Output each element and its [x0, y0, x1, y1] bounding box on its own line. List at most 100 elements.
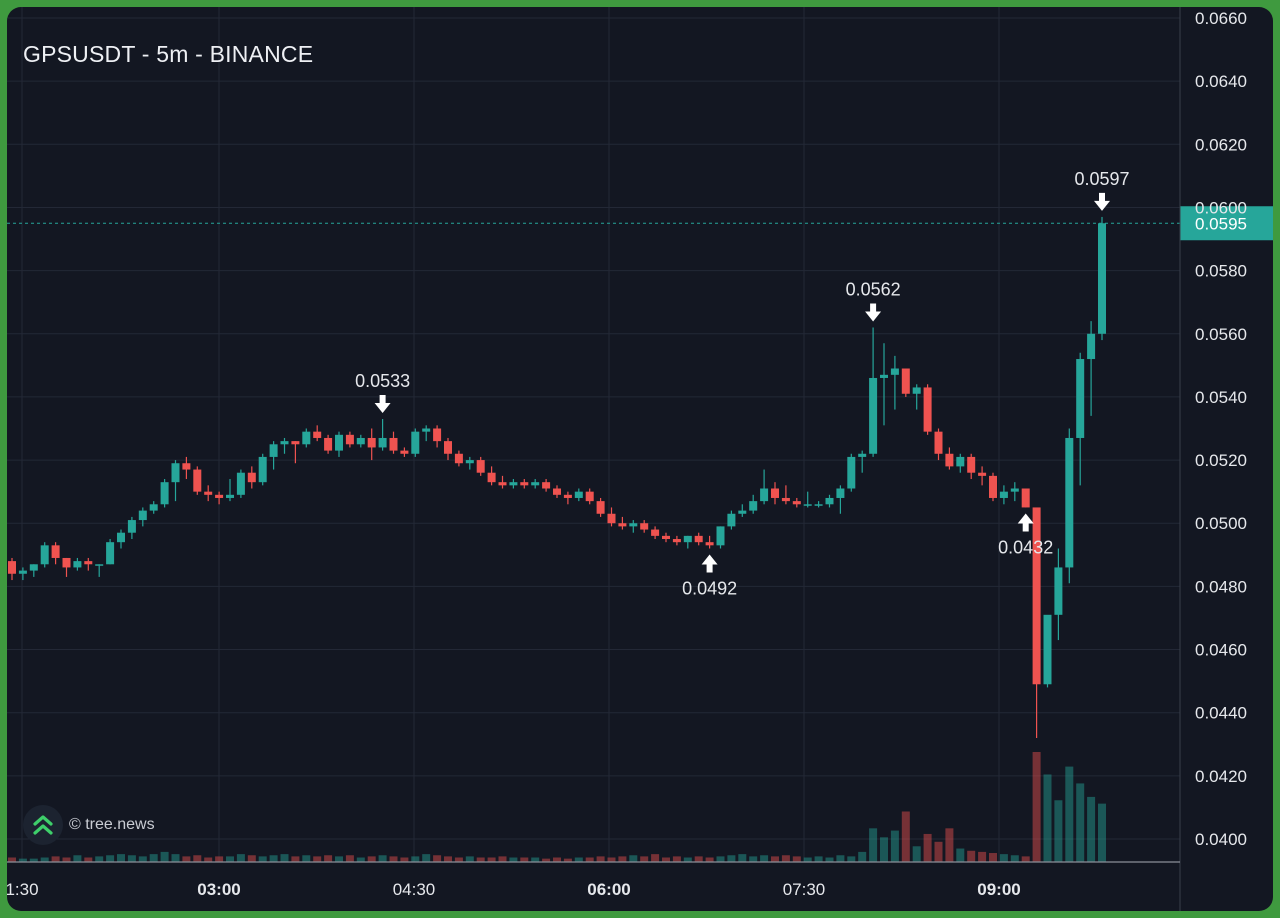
candle-body [106, 542, 115, 565]
candle-body [324, 437, 333, 451]
volume-bar [182, 856, 191, 862]
grid-lines [7, 7, 1180, 862]
volume-bar [127, 855, 136, 862]
candle-body [923, 387, 932, 432]
x-tick-label: 07:30 [783, 880, 826, 899]
volume-bar [880, 837, 888, 862]
candle-body [640, 523, 649, 530]
candle-body [934, 431, 943, 454]
candle-body [683, 535, 692, 543]
volume-bar [574, 857, 583, 862]
candle-body [847, 456, 856, 489]
volume-bar [596, 856, 605, 862]
volume-bar [160, 851, 169, 862]
candle-body [476, 460, 485, 473]
volume-bar [618, 856, 627, 862]
volume-bar [433, 855, 442, 862]
volume-bar [901, 811, 910, 862]
y-tick-label: 0.0660 [1195, 9, 1247, 28]
candle-body [117, 532, 125, 543]
candle-body [160, 482, 169, 505]
candle-body [563, 494, 572, 498]
candle-body [236, 472, 245, 495]
candle-body [825, 497, 834, 505]
candle-body [433, 428, 442, 442]
y-tick-label: 0.0460 [1195, 641, 1247, 660]
candle-body [40, 545, 49, 565]
candle-body [454, 453, 463, 464]
candle-body [226, 494, 234, 498]
y-tick-label: 0.0620 [1195, 135, 1247, 154]
volume-bar [258, 856, 267, 862]
y-tick-label: 0.0560 [1195, 325, 1247, 344]
volume-bar [781, 855, 790, 862]
y-tick-label: 0.0420 [1195, 767, 1247, 786]
volume-bar [465, 856, 474, 862]
volume-bar [999, 854, 1008, 862]
chart-title: GPSUSDT - 5m - BINANCE [23, 41, 314, 67]
candle-body [869, 377, 878, 454]
candle-body [781, 497, 790, 502]
candle-body [901, 368, 910, 394]
volume-bar [716, 856, 725, 862]
x-tick-label: 1:30 [7, 880, 39, 899]
volume-bar [869, 828, 878, 862]
low-annotation-label: 0.0432 [998, 537, 1053, 557]
volume-bar [890, 830, 899, 862]
volume-bar [324, 855, 333, 862]
volume-bar [193, 855, 202, 862]
candle-body [335, 434, 343, 451]
candle-body [531, 482, 540, 486]
y-tick-label: 0.0520 [1195, 451, 1247, 470]
volume-bar [18, 858, 27, 862]
candle-body [1032, 507, 1041, 685]
candle-body [269, 444, 278, 457]
volume-bar [29, 858, 38, 862]
volume-bar [847, 856, 856, 862]
price-chart[interactable]: 0.0595 0.0533 0.0492 0.0562 0.0432 0.0597 0.0… [7, 7, 1273, 911]
candle-body [29, 564, 38, 571]
volume-bar [520, 857, 529, 862]
volume-bar [454, 857, 463, 862]
candle-body [1076, 359, 1085, 438]
candle-body [465, 460, 474, 464]
candle-body [204, 491, 213, 495]
candle-body [400, 450, 409, 454]
candle-body [313, 431, 322, 438]
volume-bar [705, 857, 714, 862]
volume-bar [215, 856, 224, 862]
y-tick-label: 0.0540 [1195, 388, 1247, 407]
candle-body [978, 472, 987, 476]
volume-bar [651, 854, 660, 862]
candle-body [1043, 614, 1052, 685]
y-tick-label: 0.0500 [1195, 514, 1247, 533]
volume-bar [226, 856, 234, 862]
watermark: © tree.news [23, 805, 155, 845]
volume-bar [204, 857, 213, 862]
volume-bar [738, 854, 747, 862]
high-annotation-label: 0.0597 [1074, 169, 1129, 189]
volume-bar [989, 853, 997, 862]
candle-body [95, 564, 104, 566]
y-tick-label: 0.0440 [1195, 704, 1247, 723]
volume-bar [1043, 774, 1052, 862]
volume-bar [1076, 783, 1085, 862]
candle-body [258, 456, 267, 483]
last-price-tag [1180, 206, 1273, 241]
candle-body [749, 501, 758, 511]
candle-body [1021, 488, 1030, 508]
candle-body [509, 482, 518, 486]
y-tick-label: 0.0400 [1195, 830, 1247, 849]
candle-body [672, 539, 681, 543]
volume-bar [73, 855, 82, 862]
up-arrow-icon [1017, 513, 1034, 532]
candle-body [138, 510, 147, 521]
down-arrow-icon [1094, 192, 1110, 211]
volume-bar [967, 850, 976, 862]
candle-body [792, 501, 801, 505]
candle-body [51, 545, 60, 558]
volume-bar [1054, 800, 1063, 862]
volume-bar [923, 833, 932, 862]
volume-bar [40, 857, 49, 862]
candle-body [574, 491, 583, 498]
